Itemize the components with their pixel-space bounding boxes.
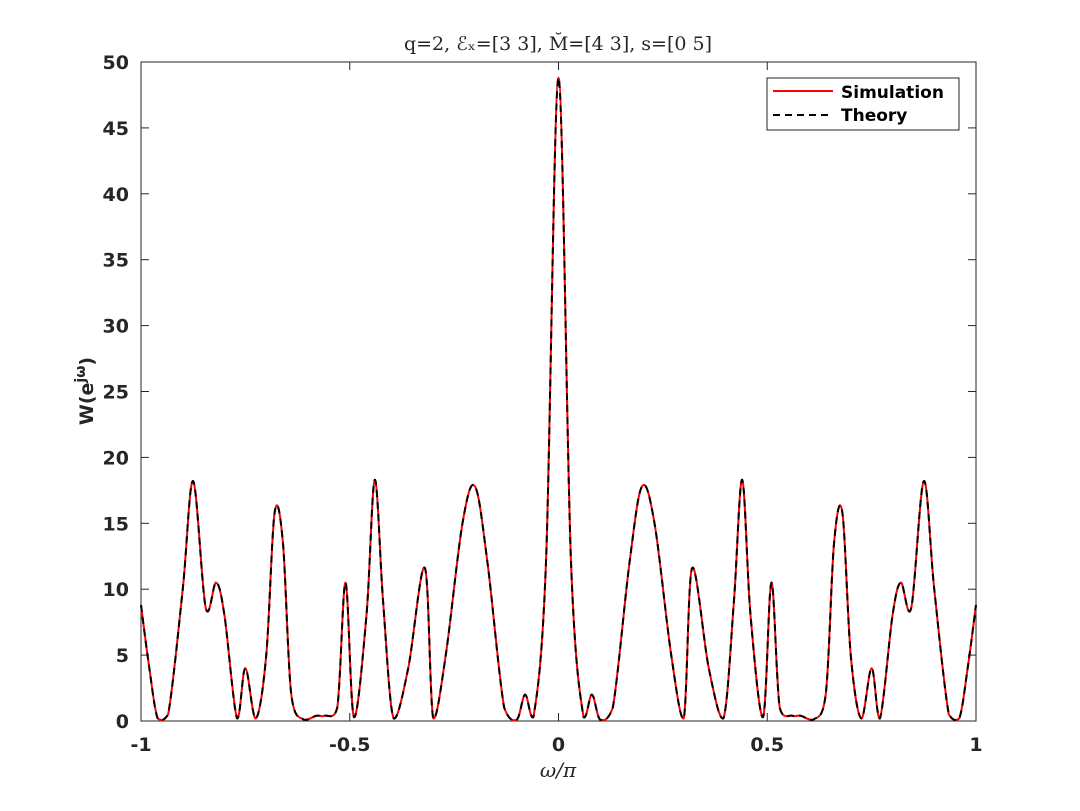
chart-title: q=2, ℰₓ=[3 3], M̆=[4 3], s=[0 5]	[404, 33, 712, 55]
plot-area	[140, 61, 977, 722]
y-tick-label: 10	[103, 579, 129, 601]
series-layer	[140, 76, 977, 722]
y-axis-label-base: W(e	[76, 383, 98, 426]
legend: Simulation Theory	[766, 77, 960, 131]
y-tick-label: 35	[103, 250, 129, 272]
y-tick-label: 25	[103, 382, 129, 404]
x-tick-label: -1	[130, 734, 151, 756]
x-tick-label: -0.5	[329, 734, 371, 756]
x-tick-label: 0.5	[750, 734, 784, 756]
y-tick-label: 20	[103, 447, 129, 469]
axis-ticks	[140, 61, 977, 722]
y-axis-label-sup: jω	[73, 366, 89, 384]
legend-box	[766, 77, 960, 131]
y-tick-label: 50	[103, 52, 129, 74]
y-tick-label: 40	[103, 184, 129, 206]
y-tick-label: 45	[103, 118, 129, 140]
y-tick-label: 5	[116, 645, 129, 667]
y-axis-label: W(ejω)	[73, 357, 98, 425]
x-tick-label: 1	[969, 734, 982, 756]
y-tick-label: 15	[103, 513, 129, 535]
y-tick-label: 30	[103, 316, 129, 338]
series-line-theory	[140, 76, 977, 722]
legend-theory-label: Theory	[841, 106, 907, 126]
x-axis-label: ω/π	[540, 758, 577, 782]
legend-simulation-label: Simulation	[841, 83, 944, 103]
x-tick-label: 0	[552, 734, 565, 756]
y-axis-label-tail: )	[76, 357, 98, 366]
y-tick-label: 0	[116, 711, 129, 733]
